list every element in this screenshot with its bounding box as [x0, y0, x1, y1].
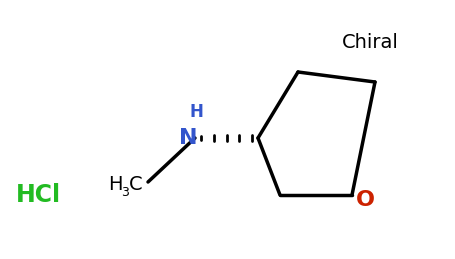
Text: N: N — [179, 128, 197, 148]
Text: HCl: HCl — [15, 183, 61, 207]
Text: Chiral: Chiral — [342, 32, 399, 52]
Text: H: H — [108, 176, 122, 195]
Text: 3: 3 — [121, 186, 129, 199]
Text: C: C — [129, 176, 143, 195]
Text: O: O — [355, 190, 374, 210]
Text: H: H — [189, 103, 203, 121]
